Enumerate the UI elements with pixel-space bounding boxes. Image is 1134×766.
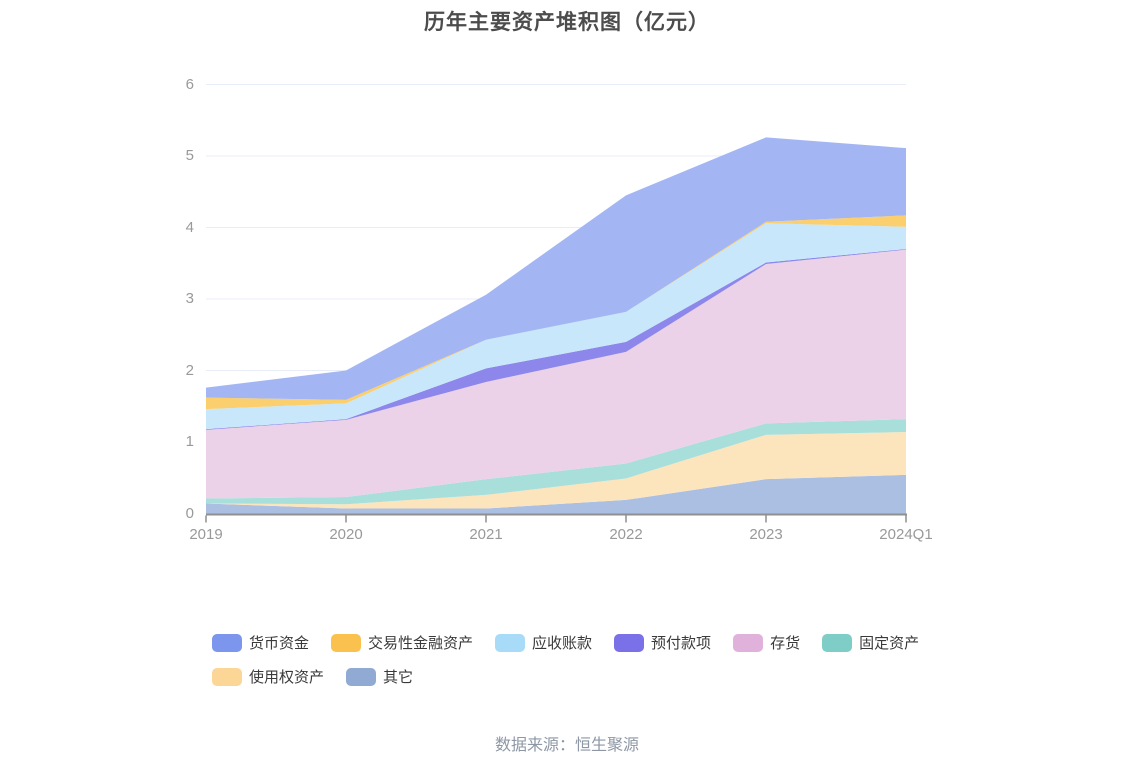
legend-swatch-icon <box>733 633 764 652</box>
legend-label: 应收账款 <box>532 635 593 652</box>
legend-swatch-icon <box>212 633 242 652</box>
area-series-1 <box>206 431 906 509</box>
legend-item-4[interactable]: 存货 <box>733 632 800 653</box>
chart-title: 历年主要资产堆积图（亿元） <box>424 11 710 34</box>
area-series-5 <box>206 223 906 430</box>
stacked-area-chart <box>205 84 907 523</box>
x-tick-label-2021: 2021 <box>469 525 503 543</box>
legend-label: 其它 <box>383 669 414 686</box>
legend-label: 使用权资产 <box>249 669 325 686</box>
x-tick-label-2020: 2020 <box>329 525 363 543</box>
legend-item-3[interactable]: 预付款项 <box>614 632 711 653</box>
legend-swatch-icon <box>822 633 853 652</box>
x-tick-label-2022: 2022 <box>609 525 643 543</box>
legend-swatch-icon <box>212 667 242 686</box>
area-series-7 <box>206 137 906 400</box>
area-series-0 <box>206 474 906 514</box>
x-tick-label-2019: 2019 <box>189 525 223 543</box>
legend-item-6[interactable]: 使用权资产 <box>212 666 324 687</box>
y-tick-label-6: 6 <box>185 75 194 93</box>
legend-label: 交易性金融资产 <box>368 635 474 652</box>
y-tick-label-0: 0 <box>185 504 194 522</box>
y-tick-label-4: 4 <box>185 218 194 236</box>
legend-label: 固定资产 <box>859 635 920 652</box>
legend-label: 货币资金 <box>249 635 310 652</box>
x-tick-label-2024Q1: 2024Q1 <box>879 525 933 543</box>
chart-legend: 货币资金 交易性金融资产 应收账款 预付款项 存货 固定资产使用权资产 其它 <box>212 632 982 687</box>
legend-swatch-icon <box>614 633 645 652</box>
legend-item-2[interactable]: 应收账款 <box>495 632 592 653</box>
y-tick-label-3: 3 <box>185 290 194 307</box>
legend-item-0[interactable]: 货币资金 <box>212 632 309 653</box>
legend-item-1[interactable]: 交易性金融资产 <box>331 632 473 653</box>
legend-swatch-icon <box>495 633 526 652</box>
legend-swatch-icon <box>331 633 362 652</box>
legend-label: 存货 <box>770 635 801 652</box>
y-tick-label-2: 2 <box>185 361 194 379</box>
legend-item-7[interactable]: 其它 <box>346 666 413 687</box>
area-series-2 <box>206 419 906 505</box>
data-source-note: 数据来源：恒生聚源 <box>494 737 639 754</box>
y-tick-label-1: 1 <box>185 433 194 450</box>
x-tick-label-2023: 2023 <box>749 525 783 543</box>
area-series-3 <box>206 249 906 499</box>
legend-swatch-icon <box>346 667 377 686</box>
y-tick-label-5: 5 <box>185 147 194 164</box>
legend-label: 预付款项 <box>651 635 712 652</box>
legend-item-5[interactable]: 固定资产 <box>822 632 919 653</box>
